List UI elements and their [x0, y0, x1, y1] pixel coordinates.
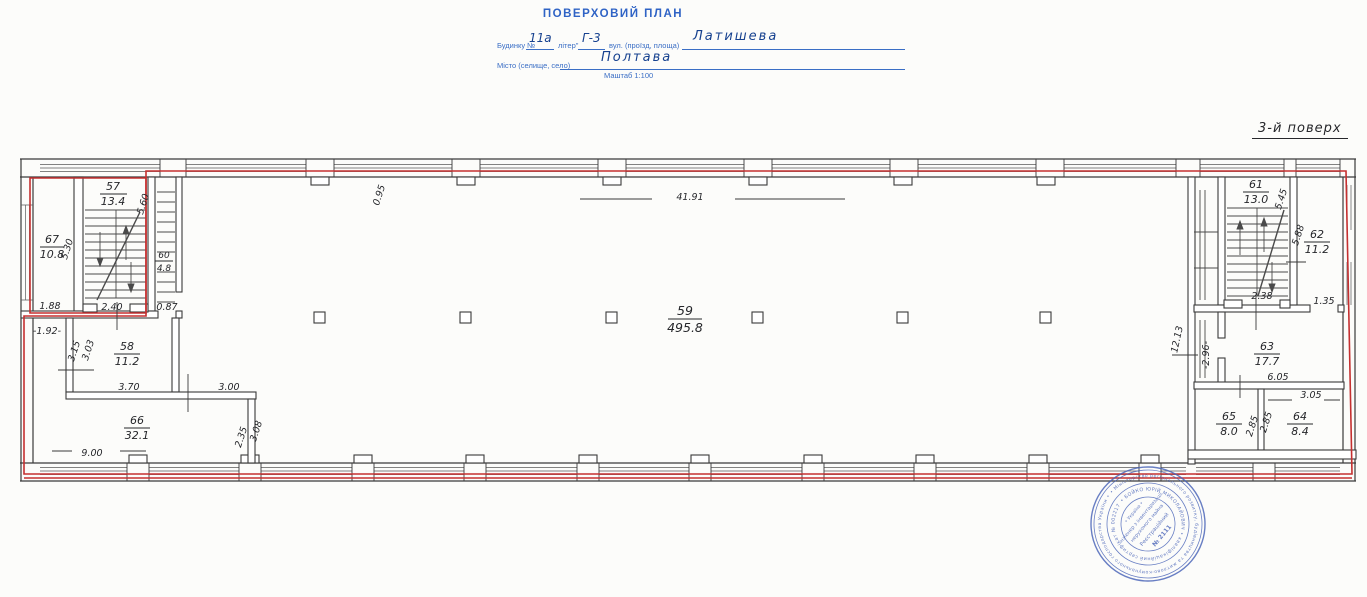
svg-text:59: 59 [677, 303, 693, 318]
svg-text:13.4: 13.4 [101, 195, 126, 208]
room-label-65: 65 8.0 [1216, 410, 1242, 438]
room-label-59: 59 495.8 [667, 303, 703, 335]
dim-58-h2: 3.03 [80, 338, 97, 362]
svg-text:4.8: 4.8 [157, 264, 172, 274]
room-label-66: 66 32.1 [124, 414, 150, 442]
top-wall-windows [40, 159, 1341, 177]
dim-stair61-height: 5.45 [1273, 187, 1290, 211]
dim-hall-length: 41.91 [676, 192, 703, 203]
city-value: Полтава [601, 50, 673, 65]
red-outline [23, 170, 1353, 479]
dim-58-width: 3.70 [118, 382, 139, 393]
interior-walls [20, 176, 1357, 465]
svg-text:62: 62 [1310, 228, 1324, 241]
svg-text:10.8: 10.8 [40, 248, 65, 261]
left-wall-window [21, 185, 1352, 305]
street-value: Латишева [693, 29, 779, 44]
svg-text:17.7: 17.7 [1255, 355, 1280, 368]
stairwell-61-stairs [1227, 207, 1288, 297]
svg-text:58: 58 [120, 340, 134, 353]
svg-text:8.0: 8.0 [1220, 425, 1238, 438]
dim-corridor-height: 12.13 [1169, 325, 1185, 354]
liter-label: літер" [558, 41, 579, 50]
floor-label: 3-й поверх [1252, 121, 1348, 139]
scale-label: Маштаб 1:100 [604, 71, 654, 80]
underline [682, 48, 905, 50]
stairwell-57-stairs [85, 209, 146, 301]
dim-60-width: 0.87 [156, 302, 177, 313]
dim-296: -2.96- [1201, 340, 1212, 369]
round-stamp: • Міністерство регіонального розвитку, б… [1073, 449, 1218, 597]
room-label-61: 61 13.0 [1243, 178, 1269, 206]
room-label-64: 64 8.4 [1287, 410, 1313, 438]
top-wall-pilaster-tabs [310, 176, 1056, 186]
svg-text:65: 65 [1222, 410, 1236, 423]
svg-text:60: 60 [158, 251, 170, 261]
building-number-label: Будинку № [497, 41, 536, 50]
dim-66-top: 3.00 [218, 382, 239, 393]
svg-text:11.2: 11.2 [1305, 243, 1330, 256]
svg-text:495.8: 495.8 [667, 320, 703, 335]
underline [526, 48, 554, 50]
hall-columns [313, 311, 1052, 324]
street-label: вул. (проїзд, площа) [609, 41, 680, 50]
svg-text:57: 57 [106, 180, 120, 193]
room-labels: 67 10.8 57 13.4 60 4.8 58 11.2 66 [40, 178, 1330, 442]
dim-66-width: 9.00 [81, 448, 102, 459]
city-label: Місто (селище, село) [497, 61, 571, 70]
underline [578, 48, 605, 50]
liter-value: Г-3 [582, 31, 601, 45]
room-label-63: 63 17.7 [1254, 340, 1280, 368]
svg-text:66: 66 [130, 414, 144, 427]
room-label-62: 62 11.2 [1304, 228, 1330, 256]
page-title: ПОВЕРХОВИЙ ПЛАН [542, 8, 684, 20]
svg-text:32.1: 32.1 [125, 429, 150, 442]
dim-192: -1.92- [33, 326, 62, 337]
dim-62-width: 1.35 [1313, 296, 1334, 307]
dim-67-width: 1.88 [39, 301, 60, 312]
shaft-60-rungs [157, 191, 175, 303]
svg-text:13.0: 13.0 [1244, 193, 1269, 206]
dim-64-top: 3.05 [1300, 390, 1321, 401]
svg-text:11.2: 11.2 [115, 355, 140, 368]
svg-text:8.4: 8.4 [1291, 425, 1309, 438]
room-label-57: 57 13.4 [100, 180, 127, 208]
bottom-wall-pilaster-tabs [128, 454, 1160, 464]
svg-text:63: 63 [1260, 340, 1274, 353]
dimension-ticks [52, 198, 1340, 452]
svg-text:67: 67 [45, 233, 59, 246]
svg-text:64: 64 [1293, 410, 1307, 423]
room-label-67: 67 10.8 [40, 233, 65, 261]
room-label-60: 60 4.8 [155, 251, 173, 274]
dim-stair61-width: 2.38 [1251, 291, 1272, 302]
svg-text:61: 61 [1249, 178, 1263, 191]
dim-63-width: 6.05 [1267, 372, 1288, 383]
building-number-value: 11а [529, 31, 552, 45]
dim-pier: 0.95 [371, 183, 388, 207]
underline [560, 68, 905, 70]
right-corridor-marks [1194, 190, 1218, 378]
room-label-58: 58 11.2 [114, 340, 140, 368]
dim-stair57-width: 2.40 [101, 302, 122, 313]
